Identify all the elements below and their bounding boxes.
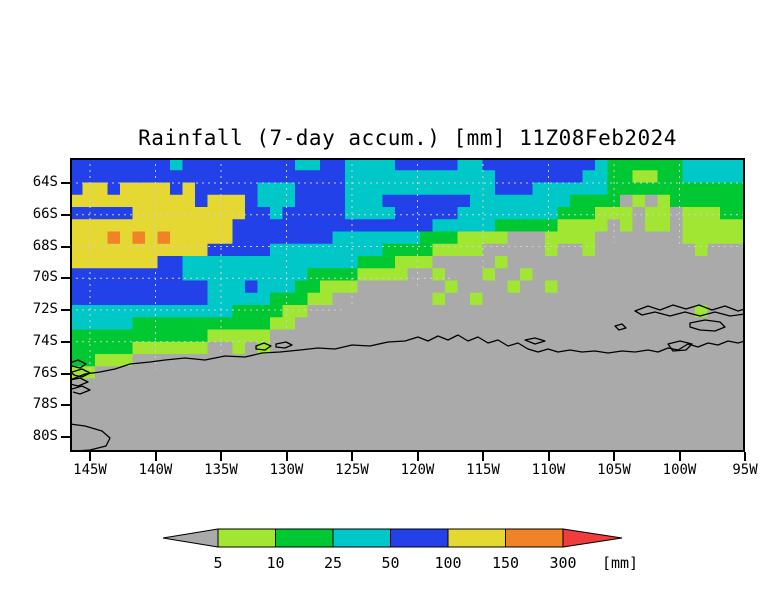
colorbar-below-arrow [162, 528, 219, 548]
x-tick-mark [285, 452, 288, 461]
colorbar-label: 100 [434, 554, 461, 572]
colorbar: 5 10 25 50 100 150 300 [mm] [162, 528, 638, 572]
colorbar-label: 50 [381, 554, 399, 572]
colorbar-segment [275, 528, 334, 548]
y-tick-label: 72S [32, 301, 58, 317]
y-tick-mark [61, 309, 70, 311]
x-tick-mark [89, 452, 91, 461]
x-tick-label: 95W [732, 462, 758, 478]
x-tick-mark [547, 452, 550, 461]
y-tick-label: 64S [32, 174, 58, 190]
colorbar-segment [217, 528, 276, 548]
colorbar-label: 25 [324, 554, 342, 572]
colorbar-above-arrow [562, 528, 623, 548]
colorbar-label: 150 [492, 554, 519, 572]
x-tick-label: 130W [269, 462, 304, 478]
y-tick-mark [61, 372, 70, 375]
x-tick-label: 140W [138, 462, 173, 478]
y-tick-mark [61, 213, 70, 216]
x-tick-label: 125W [335, 462, 369, 478]
x-tick-label: 100W [662, 462, 697, 478]
y-tick-mark [61, 182, 70, 184]
y-tick-mark [61, 277, 70, 280]
map-plot-area [69, 158, 746, 453]
y-tick-mark [61, 245, 70, 248]
x-tick-mark [220, 452, 222, 461]
y-tick-label: 74S [32, 332, 58, 349]
colorbar-segment [332, 528, 391, 548]
chart-title: Rainfall (7-day accum.) [mm] 11Z08Feb202… [138, 126, 677, 150]
map-svg [69, 158, 746, 453]
x-tick-label: 110W [531, 462, 566, 478]
x-tick-label: 105W [597, 462, 631, 478]
y-tick-label: 80S [32, 428, 58, 444]
coastline [69, 304, 746, 452]
y-tick-label: 76S [32, 364, 58, 381]
x-tick-mark [678, 452, 681, 461]
colorbar-label: 5 [213, 554, 222, 572]
y-tick-mark [61, 436, 70, 438]
x-tick-mark [482, 452, 484, 461]
x-tick-label: 120W [400, 462, 435, 478]
y-tick-label: 70S [32, 269, 58, 286]
y-tick-mark [61, 404, 70, 407]
x-tick-mark [351, 452, 353, 461]
y-tick-mark [61, 340, 70, 343]
x-tick-label: 135W [204, 462, 238, 478]
colorbar-segment [447, 528, 506, 548]
x-tick-mark [613, 452, 615, 461]
x-tick-mark [416, 452, 419, 461]
y-tick-label: 68S [32, 237, 58, 254]
x-tick-label: 115W [466, 462, 500, 478]
x-tick-label: 145W [73, 462, 107, 478]
colorbar-unit-label: [mm] [602, 554, 638, 572]
y-tick-label: 78S [32, 396, 58, 413]
colorbar-label: 10 [266, 554, 284, 572]
x-tick-mark [744, 452, 746, 461]
y-tick-label: 66S [32, 205, 58, 222]
colorbar-label: 300 [549, 554, 576, 572]
colorbar-segment [390, 528, 449, 548]
map-frame [70, 158, 745, 452]
colorbar-segment [505, 528, 564, 548]
x-tick-mark [154, 452, 157, 461]
